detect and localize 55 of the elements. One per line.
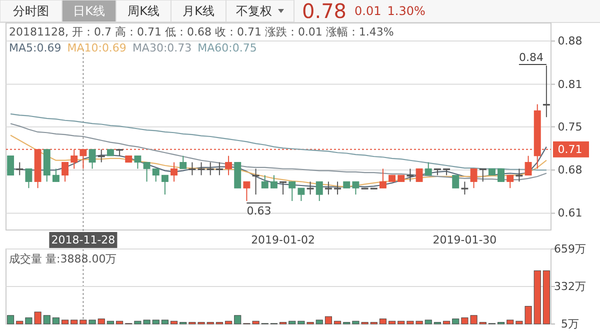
annotation: 0.84 [518,51,544,64]
bar [324,316,332,324]
bar [398,320,405,324]
text: MA10:0.69 [67,42,126,54]
bar [106,320,114,324]
bar [424,320,432,324]
x-tick-label: 2019-01-30 [432,234,497,246]
bar [7,315,14,324]
bar [116,320,124,324]
text: 0.01 [354,4,382,18]
bar [152,320,160,324]
text: MA60:0.75 [198,42,257,54]
bar [388,320,396,324]
bar [452,318,460,324]
bar [62,320,69,324]
bar [334,320,342,324]
y-tick-label: 332万 [554,280,586,293]
text: 分时图 [13,4,49,18]
y-tick-label: 0.81 [558,78,582,91]
text: 不复权 [236,4,272,18]
bar [70,320,78,324]
text: 日K线 [73,4,105,18]
text: 周K线 [128,4,160,18]
bar [379,318,386,324]
y-tick-label: 0.61 [558,206,582,220]
bar [288,320,296,324]
bar [43,315,50,324]
bar [52,317,60,324]
bar [534,270,541,324]
bar [98,318,105,324]
bar [234,315,242,324]
bar [170,320,178,324]
bar [316,320,323,324]
bar [16,320,24,324]
bar [161,320,168,324]
text: MA5:0.69 [9,42,62,54]
text: MA30:0.73 [132,42,192,54]
x-tick-label: 2018-11-28 [51,234,116,246]
chart-title: 成交量 量:3888.00万 [9,252,117,266]
y-tick-label: 659万 [554,242,586,256]
text: 月K线 [182,4,214,18]
ref-line-label: 0.71 [558,142,582,156]
text: 1.30% [387,4,426,18]
x-tick-label: 2019-01-02 [251,234,316,246]
y-tick-label: 5万 [561,318,579,330]
annotation: 0.78 [302,0,347,23]
annotation: 0.63 [246,204,272,218]
y-tick-label: 0.68 [558,164,582,177]
bar [225,320,232,324]
bar [443,320,450,324]
bar [506,320,514,324]
chart-title: 20181128, 开：0.7 高：0.71 低：0.68 收：0.71 涨跌：0.01 涨幅：1.43% [9,26,394,38]
bar [542,270,550,324]
y-tick-label: 0.75 [558,120,582,134]
y-tick-label: 0.88 [558,34,582,48]
